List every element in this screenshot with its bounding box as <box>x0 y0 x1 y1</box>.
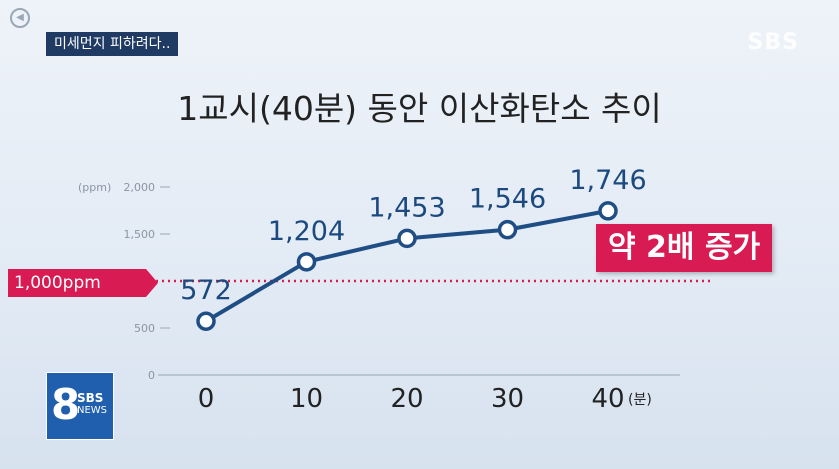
y-tick-label: 2,000 <box>124 181 156 194</box>
x-axis-ticks: 0 10 20 30 40 (분) <box>198 384 652 414</box>
data-labels: 572 1,204 1,453 1,546 1,746 <box>180 165 646 306</box>
chart-title: 1교시(40분) 동안 이산화탄소 추이 <box>177 89 662 128</box>
y-axis-ticks: 0 500 1,500 2,000 (ppm) <box>78 181 170 382</box>
increase-callout: 약 2배 증가 <box>596 224 773 272</box>
speaker-icon[interactable]: ◀ <box>10 8 30 28</box>
data-label: 1,746 <box>569 165 646 196</box>
y-tick-label: 500 <box>134 322 155 335</box>
sbs-8-news-logo: 8 SBS NEWS <box>46 372 114 440</box>
data-label: 1,546 <box>469 184 546 215</box>
data-point <box>296 252 317 272</box>
news-logo-brand: SBS <box>77 391 104 405</box>
data-point <box>196 311 216 331</box>
caption-tag: 미세먼지 피하려다.. <box>46 32 179 56</box>
series-line <box>204 208 609 323</box>
y-tick-label: 0 <box>148 369 155 382</box>
x-tick-label: 40 <box>591 384 624 414</box>
threshold-label: 1,000ppm <box>8 269 158 297</box>
data-label: 1,204 <box>268 216 345 247</box>
data-points <box>196 201 618 331</box>
y-tick-label: 1,500 <box>124 228 156 241</box>
news-logo-number: 8 <box>51 380 81 429</box>
data-point <box>397 228 417 249</box>
y-unit-label: (ppm) <box>78 181 111 194</box>
data-label: 1,453 <box>368 192 445 223</box>
news-logo-sub: NEWS <box>77 405 108 416</box>
data-point <box>598 201 618 221</box>
x-tick-label: 20 <box>390 384 423 414</box>
sbs-logo: SBS <box>747 30 799 55</box>
x-tick-label: 0 <box>198 384 215 414</box>
x-unit-label: (분) <box>628 392 652 408</box>
x-tick-label: 10 <box>290 384 323 414</box>
x-tick-label: 30 <box>491 384 524 414</box>
data-label: 572 <box>180 275 232 306</box>
data-point <box>497 219 518 240</box>
